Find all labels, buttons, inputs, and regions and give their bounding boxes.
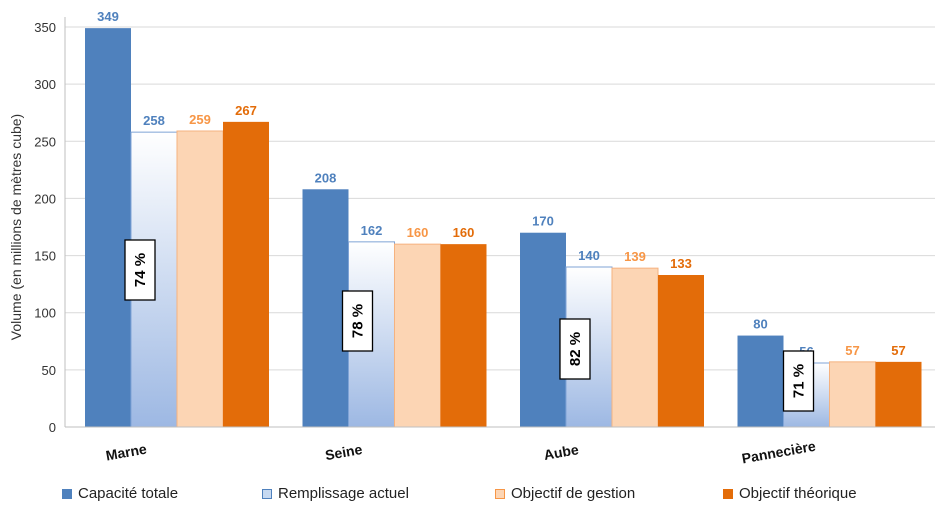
bar [85, 28, 131, 428]
bar-chart: 349 258 259 267 74 % 208 162 160 160 78 % 170 140 13… [8, 9, 935, 467]
legend-item-gestion: Objectif de gestion [495, 485, 635, 502]
bar [737, 335, 784, 427]
percentage-label: 82 % [567, 332, 584, 366]
y-tick-label: 250 [34, 134, 56, 149]
bar [520, 232, 566, 427]
x-tick-label: Marne [104, 441, 148, 464]
legend-item-theorique: Objectif théorique [723, 485, 857, 502]
bar [176, 130, 224, 428]
data-label: 139 [624, 249, 646, 264]
legend-swatch-icon [495, 488, 505, 499]
percentage-label: 74 % [132, 253, 149, 287]
percentage-box [782, 350, 815, 412]
data-label: 57 [845, 343, 859, 358]
percentage-box [559, 318, 591, 380]
bar [829, 361, 876, 428]
data-label: 267 [235, 103, 257, 118]
legend-label: Objectif théorique [739, 485, 857, 502]
y-tick-label: 100 [34, 306, 56, 321]
data-label: 258 [143, 113, 165, 128]
data-label: 80 [753, 317, 767, 332]
percentage-label: 71 % [791, 364, 808, 398]
data-label: 140 [578, 248, 600, 263]
x-tick-label: Pannecière [740, 438, 817, 467]
y-tick-label: 50 [42, 363, 56, 378]
data-label: 57 [891, 343, 905, 358]
legend-item-capacite: Capacité totale [62, 485, 178, 502]
y-tick-label: 0 [49, 420, 56, 435]
legend-label: Capacité totale [78, 485, 179, 502]
legend-swatch-icon [262, 488, 272, 499]
bar [875, 361, 922, 427]
legend-label: Objectif de gestion [511, 485, 636, 502]
bar [302, 189, 349, 427]
data-label: 160 [453, 225, 475, 240]
legend-item-remplissage: Remplissage actuel [262, 485, 409, 502]
x-tick-label: Aube [543, 441, 580, 463]
data-label: 133 [670, 256, 692, 271]
y-tick-label: 150 [34, 249, 56, 264]
bar [658, 275, 704, 427]
y-tick-label: 300 [34, 77, 56, 92]
y-axis-label: Volume (en millions de mètres cube) [8, 114, 24, 340]
bar [440, 244, 487, 427]
data-label: 162 [361, 223, 383, 238]
percentage-label: 78 % [350, 304, 367, 338]
data-label: 259 [189, 112, 211, 127]
legend-swatch-icon [62, 488, 72, 499]
legend: Capacité totale Remplissage actuel Objec… [0, 485, 939, 505]
data-label: 160 [407, 225, 429, 240]
bar [611, 267, 659, 428]
data-label: 170 [532, 214, 554, 229]
legend-swatch-icon [723, 488, 733, 499]
y-tick-label: 200 [34, 191, 56, 206]
y-tick-label: 350 [34, 20, 56, 35]
bar [394, 243, 441, 428]
legend-label: Remplissage actuel [278, 485, 409, 502]
bar [223, 121, 269, 427]
data-label: 349 [97, 9, 119, 24]
data-label: 208 [315, 170, 337, 185]
x-tick-label: Seine [324, 441, 364, 463]
percentage-box [341, 290, 374, 352]
percentage-box [124, 239, 156, 301]
